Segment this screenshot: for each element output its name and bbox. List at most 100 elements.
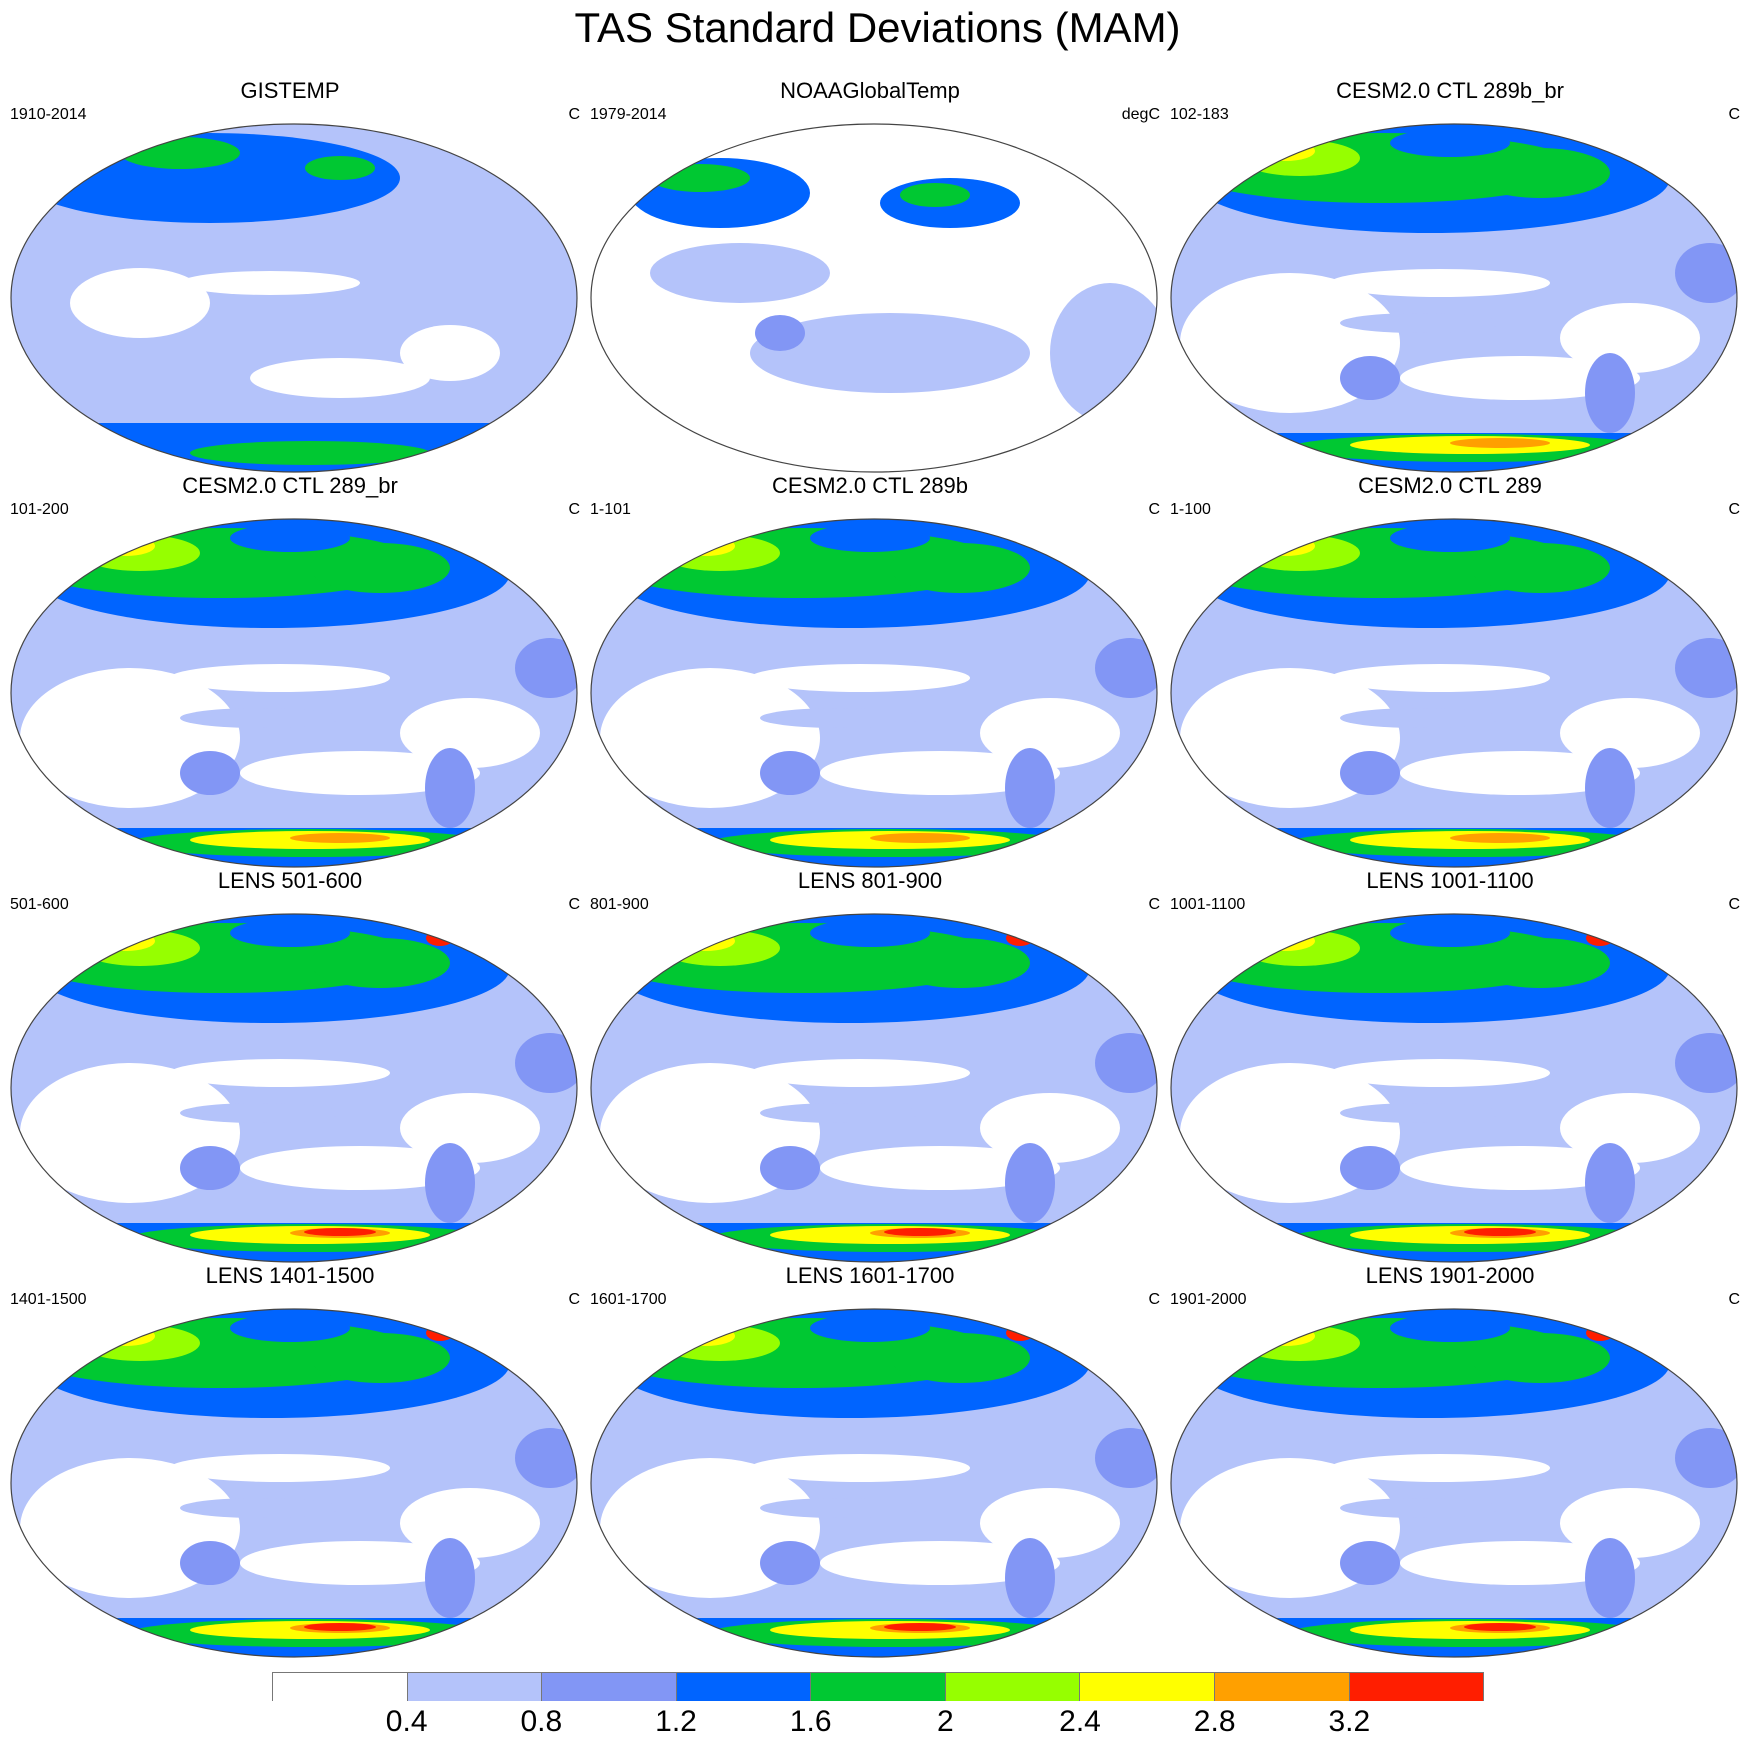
field-antarctica-orange	[290, 833, 390, 843]
field-canada-green	[1470, 148, 1610, 198]
panel-title: LENS 801-900	[797, 868, 943, 893]
colorbar-tick-label: 2	[936, 1705, 954, 1738]
field-australia	[760, 1541, 820, 1585]
field-atlantic	[980, 698, 1120, 768]
panel-units: C	[1148, 896, 1160, 913]
field-south-pacific	[240, 751, 480, 795]
map-globe	[590, 1308, 1158, 1658]
field-pacific-tongue	[180, 1498, 340, 1518]
panel-units: C	[1728, 896, 1740, 913]
field-canada-green	[310, 938, 450, 988]
map-globe	[590, 123, 1158, 473]
colorbar-tick-label: 3.2	[1328, 1705, 1371, 1738]
field-south-pacific	[250, 358, 430, 398]
field-south-america	[1005, 748, 1055, 828]
map-outline	[590, 123, 1158, 473]
field-equatorial	[170, 1454, 390, 1482]
field-pacific-tongue	[1340, 708, 1500, 728]
field-arctic-red	[1586, 1325, 1614, 1341]
field-africa	[515, 1428, 577, 1488]
field-equatorial	[1330, 1454, 1550, 1482]
map-panel: LENS 501-600 501-600 C	[0, 868, 580, 1268]
panel-units: C	[568, 501, 580, 518]
map-outline	[1170, 518, 1738, 868]
field-africa	[515, 1033, 577, 1093]
field-pacific-tongue	[180, 708, 340, 728]
colorbar-swatch	[1349, 1673, 1485, 1701]
map-panel: CESM2.0 CTL 289b 1-101 C	[580, 473, 1160, 873]
panel-title: GISTEMP	[240, 78, 340, 103]
field-africa	[1095, 638, 1157, 698]
field-arctic-blue	[1390, 919, 1510, 947]
map-field	[1171, 519, 1737, 867]
field-siberia	[650, 164, 750, 192]
colorbar-swatch	[676, 1673, 812, 1701]
map-outline	[10, 913, 578, 1263]
panel-period: 102-183	[1170, 106, 1229, 123]
field-antarctica-red	[1464, 1623, 1536, 1631]
field-atlantic	[980, 1093, 1120, 1163]
map-outline	[1170, 123, 1738, 473]
field-canada-green	[1470, 1333, 1610, 1383]
map-field	[591, 1309, 1157, 1657]
field-atlantic	[1560, 303, 1700, 373]
field-arctic-red	[1586, 930, 1614, 946]
field-pacific-tongue	[760, 1103, 920, 1123]
map-outline	[1170, 1308, 1738, 1658]
field-antarctica-orange	[870, 833, 970, 843]
field-south-america	[1005, 1538, 1055, 1618]
colorbar: 0.4 0.8 1.2 1.6 2 2.4 2.8 3.2	[272, 1672, 1485, 1742]
colorbar-swatch	[811, 1673, 946, 1701]
field-arctic-blue	[810, 1314, 930, 1342]
field-canada	[305, 156, 375, 180]
field-canada-green	[1470, 938, 1610, 988]
colorbar-tick-label: 1.6	[789, 1705, 832, 1738]
panel-title: LENS 1001-1100	[1366, 868, 1534, 893]
field-indian-ocean	[70, 268, 210, 338]
map-panel: CESM2.0 CTL 289b_br 102-183 C	[1160, 78, 1740, 478]
field-south-pacific	[240, 1541, 480, 1585]
map-globe	[10, 913, 578, 1263]
field-siberia-red	[1266, 1324, 1294, 1336]
field-australia	[1340, 356, 1400, 400]
field-canada-green	[310, 543, 450, 593]
field-antarctica-orange	[1450, 833, 1550, 843]
field-arctic-blue	[230, 524, 350, 552]
panel-units: degC	[1121, 106, 1160, 123]
map-globe	[590, 913, 1158, 1263]
field-equatorial	[750, 1454, 970, 1482]
panel-units: C	[568, 1291, 580, 1308]
map-outline	[1170, 913, 1738, 1263]
field-south-america	[425, 1538, 475, 1618]
field-atlantic	[400, 1488, 540, 1558]
map-panel: LENS 1401-1500 1401-1500 C	[0, 1263, 580, 1663]
panel-period: 1910-2014	[10, 106, 87, 123]
field-arctic-red	[426, 1325, 454, 1341]
field-atlantic	[400, 325, 500, 381]
map-globe	[1170, 518, 1738, 868]
field-australia	[1340, 1541, 1400, 1585]
field-equatorial	[1330, 664, 1550, 692]
panel-title: LENS 501-600	[217, 868, 363, 893]
field-south-america	[1585, 353, 1635, 433]
field-australia	[755, 315, 805, 351]
field-canada-green	[1470, 543, 1610, 593]
panel-title: CESM2.0 CTL 289b_br	[1336, 78, 1564, 103]
panel-title: LENS 1401-1500	[205, 1263, 375, 1288]
field-south-pacific	[1400, 1146, 1640, 1190]
field-siberia-red	[686, 929, 714, 941]
field-arctic-blue	[810, 919, 930, 947]
field-south-america	[1585, 1538, 1635, 1618]
map-panel: CESM2.0 CTL 289 1-100 C	[1160, 473, 1740, 873]
map-field	[11, 519, 577, 867]
colorbar-tick-label: 2.8	[1193, 1705, 1236, 1738]
field-pacific-tongue	[1340, 1498, 1500, 1518]
field-antarctica	[190, 441, 430, 465]
field-canada-green	[890, 938, 1030, 988]
field-arctic-red	[426, 930, 454, 946]
field-africa	[1675, 243, 1737, 303]
field-arctic-blue	[230, 919, 350, 947]
map-panel: GISTEMP 1910-2014 C	[0, 78, 580, 478]
field-arctic-blue	[810, 524, 930, 552]
field-equatorial	[170, 664, 390, 692]
